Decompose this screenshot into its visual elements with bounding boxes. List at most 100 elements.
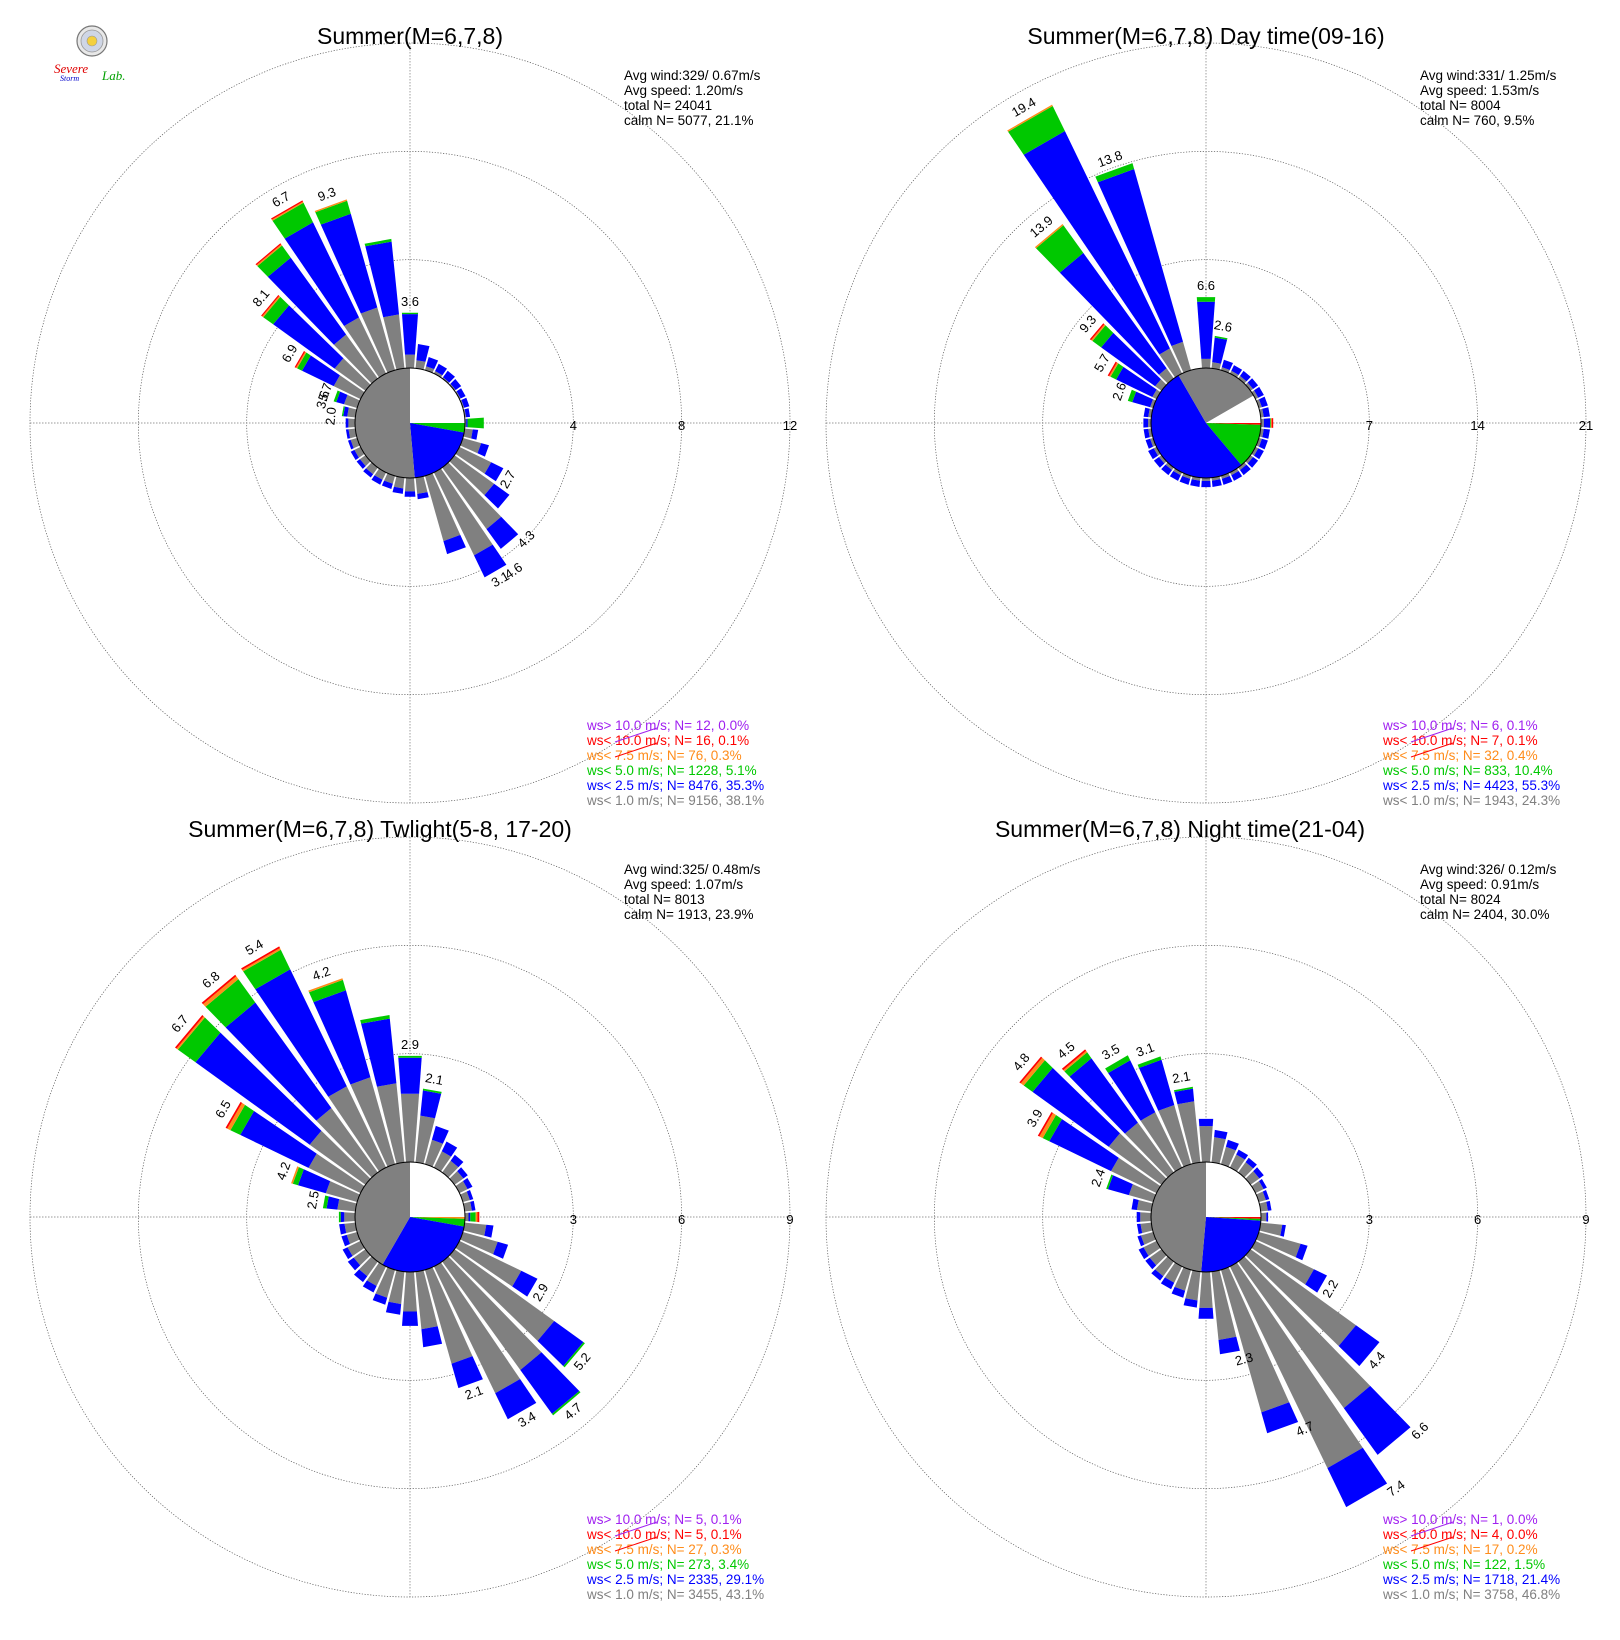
petal-200-bin-1 (381, 480, 393, 489)
petal-10-bin-1 (1214, 1129, 1228, 1140)
petal-240-bin-0 (1143, 1240, 1161, 1256)
petal-140-bin-1 (486, 516, 519, 549)
ring-label: 8 (678, 418, 685, 433)
petal-270-bin-0 (344, 1212, 356, 1222)
legend-entry: ws< 1.0 m/s; N= 3455, 43.1% (586, 1587, 764, 1602)
petal-120-bin-1 (1305, 1269, 1327, 1293)
petal-150-bin-1 (474, 544, 507, 578)
petal-320-bin-2 (1036, 225, 1084, 273)
legend-entry: ws< 10.0 m/s; N= 4, 0.0% (1382, 1527, 1538, 1542)
petal-320-bin-2 (257, 245, 291, 277)
legend-entry: ws> 10.0 m/s; N= 1, 0.0% (1382, 1512, 1538, 1527)
petal-300-bin-3 (227, 1102, 245, 1131)
petal-110-bin-1 (493, 1241, 509, 1259)
petal-190-bin-1 (392, 486, 404, 494)
petal-230-bin-0 (353, 1249, 371, 1266)
petal-330-bin-2 (243, 949, 291, 990)
calm-wedge-3 (1206, 423, 1261, 466)
petal-330-bin-4 (271, 200, 303, 220)
petal-220-bin-1 (1161, 464, 1172, 476)
petal-0-bin-0 (400, 1093, 420, 1163)
petal-10-bin-0 (1211, 362, 1221, 370)
petal-110-bin-0 (460, 438, 482, 454)
petal-90-bin-0 (1260, 418, 1264, 428)
petal-300-bin-3 (1109, 362, 1119, 377)
petal-290-bin-0 (344, 394, 360, 408)
wind-rose-panel-3: 3 6 92.92.14.25.46.86.76.54.22.52.95.24.73… (29, 816, 794, 1602)
petal-270-bin-1 (1143, 418, 1149, 428)
petal-120-bin-0 (455, 446, 492, 474)
petal-0-bin-1 (398, 1057, 422, 1094)
petal-290-bin-1 (298, 1169, 331, 1194)
stats-line: Avg speed: 1.53m/s (1420, 83, 1539, 98)
petal-value-label: 7.4 (1384, 1477, 1407, 1500)
calm-wedge-3 (410, 423, 465, 478)
ring-label: 4 (570, 418, 577, 433)
petal-160-bin-1 (443, 534, 466, 555)
petal-90-bin-3 (1270, 418, 1272, 428)
petal-20-bin-1 (426, 357, 439, 370)
petal-240-bin-1 (342, 1247, 353, 1260)
petal-90-bin-0 (464, 1212, 469, 1222)
petal-230-bin-1 (356, 459, 366, 469)
stats-line: total N= 8024 (1420, 892, 1501, 907)
petal-330-bin-4 (241, 946, 280, 970)
petal-30-bin-1 (1231, 365, 1243, 375)
petal-330-bin-0 (344, 317, 387, 378)
petal-value-label: 5.4 (243, 936, 266, 958)
calm-wedge-1 (1206, 395, 1261, 423)
petal-50-bin-1 (450, 379, 462, 390)
petal-150-bin-0 (1229, 1262, 1363, 1469)
legend-entry: ws< 5.0 m/s; N= 833, 10.4% (1382, 763, 1553, 778)
petal-300-bin-1 (302, 355, 340, 387)
petal-60-bin-1 (1254, 386, 1264, 398)
petal-40-bin-0 (442, 1160, 459, 1178)
petal-140-bin-2 (552, 1391, 581, 1416)
petal-200-bin-0 (375, 1267, 395, 1298)
petal-140-bin-0 (1238, 1256, 1371, 1409)
petal-290-bin-2 (1127, 389, 1137, 403)
petal-320-bin-3 (256, 244, 282, 267)
petal-0-bin-0 (1201, 358, 1211, 369)
ring-label: 3 (1366, 1212, 1373, 1227)
petal-190-bin-1 (1183, 1298, 1198, 1308)
petal-250-bin-1 (348, 439, 354, 450)
petal-290-bin-2 (333, 390, 341, 403)
chart-title: Summer(M=6,7,8) Twlight(5-8, 17-20) (188, 816, 572, 842)
petal-value-label: 5.7 (1091, 351, 1113, 374)
petal-330-bin-0 (1140, 1112, 1183, 1172)
logo-text-lab: Lab. (101, 68, 125, 83)
petal-210-bin-1 (1160, 1277, 1175, 1290)
petal-230-bin-1 (1145, 1257, 1157, 1270)
petal-280-bin-1 (1143, 407, 1150, 418)
petal-30-bin-1 (1236, 1149, 1249, 1160)
petal-90-bin-1 (468, 1212, 471, 1222)
petal-0-bin-2 (401, 312, 419, 315)
petal-260-bin-1 (345, 429, 351, 439)
legend-strike (1410, 1536, 1454, 1552)
calm-wedge-3 (1201, 1217, 1261, 1273)
calm-wedge-0 (1206, 1162, 1261, 1217)
petal-160-bin-0 (425, 1267, 473, 1364)
petal-270-bin-0 (348, 418, 356, 428)
petal-30-bin-1 (441, 1141, 458, 1157)
stats-line: total N= 8013 (624, 892, 705, 907)
petal-280-bin-0 (337, 1199, 357, 1212)
petal-20-bin-1 (431, 1125, 449, 1144)
petal-310-bin-3 (1020, 1057, 1045, 1086)
petal-340-bin-3 (308, 978, 343, 993)
petal-150-bin-0 (433, 1262, 521, 1394)
petal-220-bin-1 (354, 1269, 368, 1283)
ring-label: 21 (1579, 418, 1593, 433)
petal-340-bin-2 (315, 200, 351, 225)
petal-310-bin-4 (261, 295, 280, 317)
petal-190-bin-1 (385, 1301, 402, 1315)
petal-70-bin-1 (466, 1190, 474, 1201)
stats-line: Avg speed: 1.07m/s (624, 877, 743, 892)
petal-10-bin-0 (1211, 1137, 1226, 1164)
petal-90-bin-1 (466, 418, 468, 428)
petal-180-bin-1 (402, 1311, 418, 1326)
petal-320-bin-3 (203, 976, 239, 1007)
stats-line: total N= 8004 (1420, 98, 1501, 113)
